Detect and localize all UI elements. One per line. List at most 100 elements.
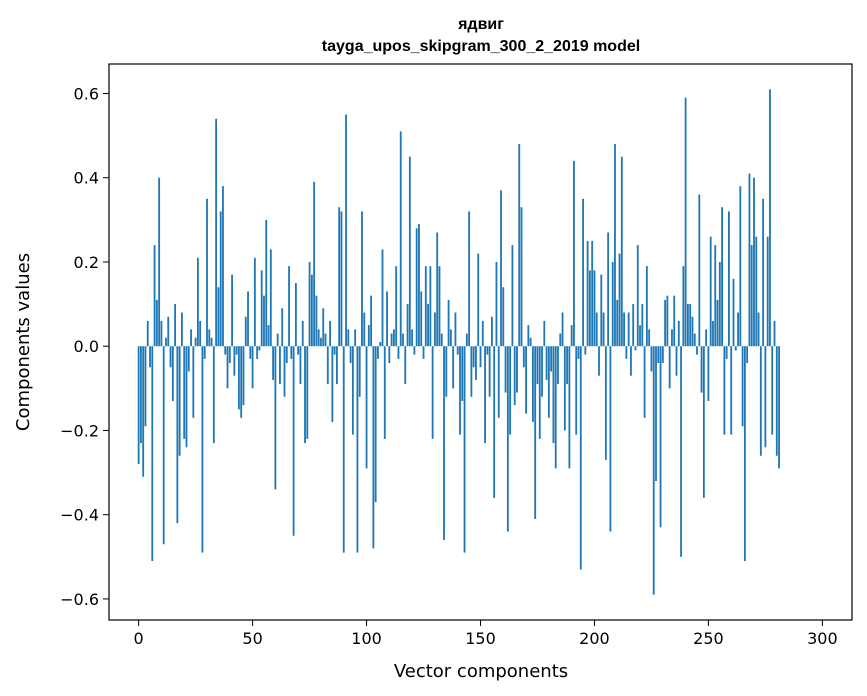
bar: [773, 320, 776, 347]
bar: [648, 329, 651, 347]
bar: [625, 346, 628, 359]
bar: [522, 346, 525, 368]
bar: [288, 266, 290, 347]
y-tick-label: 0.0: [74, 337, 99, 356]
bar: [488, 346, 491, 397]
bar: [160, 320, 163, 347]
bar: [269, 249, 272, 347]
bar: [429, 266, 432, 347]
bar: [443, 346, 445, 540]
bar: [169, 346, 172, 368]
bar: [741, 346, 744, 427]
bar: [162, 346, 165, 545]
bar: [684, 97, 687, 347]
bar: [181, 312, 183, 347]
bar: [632, 304, 635, 347]
bar: [146, 320, 149, 347]
bar: [702, 346, 705, 498]
bar: [570, 325, 573, 347]
bar: [659, 346, 662, 528]
bar: [358, 346, 361, 397]
bar: [543, 320, 546, 347]
bar: [468, 211, 471, 347]
bar: [144, 346, 147, 427]
bar: [367, 325, 370, 347]
x-tick-label: 300: [807, 629, 838, 648]
bar: [452, 346, 455, 389]
bar: [224, 346, 227, 355]
bar: [696, 346, 698, 355]
bar: [746, 346, 749, 364]
bar: [436, 232, 439, 347]
bar: [490, 316, 493, 347]
bar: [771, 346, 774, 435]
bar: [616, 299, 619, 347]
x-tick-label: 100: [351, 629, 382, 648]
bar: [249, 346, 252, 359]
bar: [331, 346, 334, 423]
bar: [361, 211, 363, 347]
bar: [235, 346, 238, 355]
bar: [310, 274, 313, 347]
bar: [479, 346, 482, 368]
bar: [265, 219, 268, 347]
bar: [753, 177, 755, 347]
bar: [153, 245, 156, 347]
bar: [459, 346, 461, 435]
bar: [215, 118, 218, 347]
bar: [356, 346, 359, 553]
bar: [716, 299, 719, 347]
bar: [142, 346, 145, 477]
bar: [190, 329, 192, 347]
bar: [465, 333, 468, 347]
bar: [650, 346, 653, 372]
bar: [495, 261, 498, 347]
bar: [623, 312, 625, 347]
y-axis-label: Components values: [13, 253, 34, 431]
bar: [575, 346, 578, 435]
bar: [174, 304, 177, 347]
bar: [196, 257, 199, 347]
bar: [422, 346, 425, 359]
bar: [686, 304, 689, 347]
bar: [370, 295, 373, 347]
bar: [655, 346, 657, 481]
bar: [573, 160, 575, 347]
bar: [342, 346, 345, 553]
chart-subtitle: tayga_upos_skipgram_300_2_2019 model: [322, 38, 640, 55]
bar: [165, 337, 167, 347]
bar: [206, 198, 208, 347]
bar: [614, 144, 616, 347]
bar: [201, 346, 204, 553]
y-tick-label: 0.6: [74, 84, 99, 103]
bar: [167, 316, 170, 347]
bar: [559, 333, 562, 347]
bar: [500, 190, 502, 347]
bar: [743, 346, 746, 562]
bar: [591, 240, 594, 347]
bar: [267, 325, 270, 347]
bar: [766, 236, 769, 347]
bar: [739, 186, 742, 347]
bar: [183, 346, 186, 439]
y-tick-label: 0.4: [74, 169, 99, 188]
bar: [643, 346, 646, 418]
bar: [661, 346, 664, 364]
bar: [529, 337, 532, 347]
bar: [664, 299, 667, 347]
bar: [247, 291, 249, 347]
bar: [712, 320, 714, 347]
bar: [677, 320, 680, 347]
bar: [639, 325, 641, 347]
bar: [187, 346, 190, 372]
bar: [317, 329, 320, 347]
bar: [231, 274, 233, 347]
bar: [527, 325, 530, 347]
bar: [566, 346, 569, 385]
bar: [723, 346, 726, 435]
bar: [707, 346, 710, 401]
bar: [693, 333, 696, 347]
bar: [258, 346, 261, 351]
bar: [447, 299, 450, 347]
y-tick-label: −0.4: [60, 506, 99, 525]
